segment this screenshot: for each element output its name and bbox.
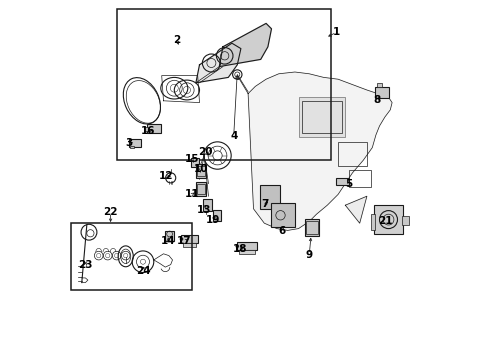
Text: 9: 9	[305, 249, 312, 260]
Bar	[376, 83, 381, 87]
Text: 13: 13	[197, 204, 211, 215]
Bar	[117, 9, 330, 160]
Bar	[237, 242, 257, 250]
Text: 1: 1	[332, 27, 339, 37]
Bar	[401, 216, 408, 225]
Bar	[144, 127, 148, 131]
Bar	[298, 97, 345, 137]
Bar	[165, 231, 174, 241]
Text: 2: 2	[173, 35, 180, 45]
Bar	[197, 166, 204, 176]
Bar	[374, 87, 388, 98]
Bar	[305, 219, 319, 236]
Polygon shape	[196, 43, 241, 83]
Text: 12: 12	[159, 171, 173, 181]
Text: 24: 24	[135, 266, 150, 276]
Bar	[129, 139, 141, 147]
Bar	[370, 214, 374, 230]
Text: 11: 11	[184, 189, 199, 199]
Text: 8: 8	[373, 95, 380, 105]
Text: 18: 18	[232, 244, 247, 255]
Text: 22: 22	[103, 207, 118, 217]
Bar	[306, 221, 317, 234]
Bar	[337, 142, 366, 166]
Bar	[348, 170, 370, 187]
Bar	[212, 210, 221, 221]
Text: 5: 5	[345, 179, 352, 189]
Text: 17: 17	[177, 236, 191, 246]
Bar	[196, 164, 205, 178]
Text: 7: 7	[261, 199, 268, 210]
Bar	[196, 182, 205, 196]
Bar	[203, 199, 211, 211]
Bar	[183, 243, 196, 247]
Text: 3: 3	[125, 138, 132, 148]
Text: 16: 16	[141, 126, 155, 136]
Polygon shape	[247, 72, 391, 230]
Polygon shape	[219, 23, 271, 67]
Text: 10: 10	[193, 164, 207, 174]
Bar	[197, 184, 204, 194]
Text: 23: 23	[78, 260, 92, 270]
Text: 4: 4	[229, 131, 237, 141]
Text: 15: 15	[184, 154, 199, 165]
Text: 21: 21	[377, 216, 391, 226]
Circle shape	[179, 237, 183, 241]
Bar	[130, 146, 133, 148]
Bar	[191, 158, 199, 167]
Bar	[373, 205, 402, 234]
Polygon shape	[345, 196, 366, 223]
Bar	[71, 223, 191, 290]
Text: 6: 6	[278, 226, 285, 236]
Text: 14: 14	[161, 236, 175, 246]
Bar	[181, 235, 197, 243]
Bar	[336, 178, 348, 185]
Text: 20: 20	[198, 147, 212, 157]
Text: 19: 19	[205, 215, 220, 225]
Circle shape	[235, 244, 239, 248]
Bar	[302, 101, 341, 133]
Bar	[271, 203, 294, 227]
Bar	[147, 124, 161, 133]
Bar	[239, 250, 255, 254]
Bar	[260, 185, 279, 209]
